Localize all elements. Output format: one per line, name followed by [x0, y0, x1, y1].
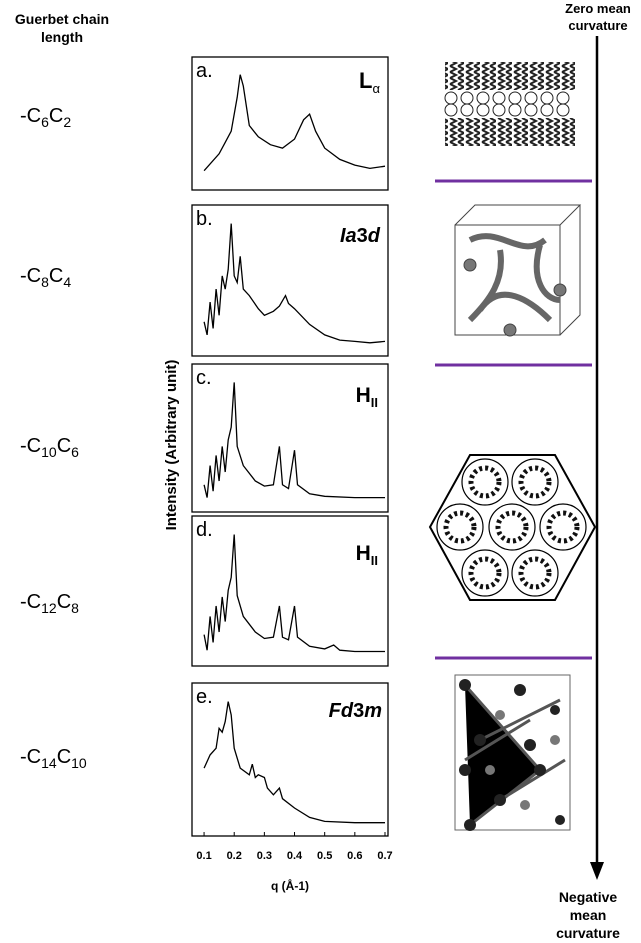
panel-label: b.	[196, 208, 213, 230]
curvature-label: mean	[570, 907, 607, 923]
intensity-curve	[203, 74, 386, 172]
separators	[435, 179, 592, 660]
arrowhead	[590, 862, 604, 880]
left-header: Guerbet chain	[15, 11, 109, 27]
phase-label: Lα	[359, 68, 380, 96]
panel-frame	[191, 363, 389, 513]
chain-label: -C12C8	[20, 591, 79, 616]
chain-label: -C10C6	[20, 435, 79, 460]
phase-label: HII	[356, 542, 378, 568]
intensity-curve	[203, 701, 385, 824]
left-header: length	[41, 29, 83, 45]
phase-label: Ia3d	[340, 225, 381, 247]
panel-frame	[191, 56, 389, 191]
panel-frame	[191, 204, 389, 357]
x-tick-label: 0.6	[347, 850, 362, 862]
x-axis-label: q (Å-1)	[271, 878, 309, 893]
chain-labels: -C6C2 -C8C4 -C10C6 -C12C8 -C14C10	[20, 105, 87, 771]
curvature-label: Zero mean	[565, 1, 631, 16]
chain-label: -C6C2	[20, 105, 71, 130]
chain-label: -C14C10	[20, 746, 87, 771]
phase-label: HII	[356, 384, 378, 410]
chain-label: -C8C4	[20, 265, 71, 290]
x-tick-label: 0.7	[377, 850, 392, 862]
x-tick-label: 0.2	[227, 850, 242, 862]
fd3m-illustration	[454, 674, 571, 831]
y-axis-label: Intensity (Arbitrary unit)	[163, 360, 180, 531]
curvature-label: Negative	[559, 889, 618, 905]
panel-label: a.	[196, 60, 213, 82]
panel-frame	[191, 682, 389, 837]
x-tick-label: 0.3	[257, 850, 272, 862]
hexagonal-illustration	[428, 454, 597, 601]
intensity-curve	[203, 382, 385, 499]
panel-frame	[191, 515, 389, 667]
intensity-curve	[203, 534, 385, 653]
x-tick-label: 0.5	[317, 850, 332, 862]
phase-label: Fd3m	[329, 700, 382, 722]
lamellar-illustration	[444, 62, 575, 146]
panel-label: c.	[196, 367, 212, 389]
x-tick-label: 0.1	[196, 850, 211, 862]
curvature-label: curvature	[556, 925, 620, 941]
panel-label: d.	[196, 519, 213, 541]
x-tick-label: 0.4	[287, 850, 303, 862]
intensity-curve	[203, 223, 386, 344]
curvature-label: curvature	[568, 18, 627, 33]
cubic-illustration	[454, 204, 582, 337]
panel-label: e.	[196, 686, 213, 708]
